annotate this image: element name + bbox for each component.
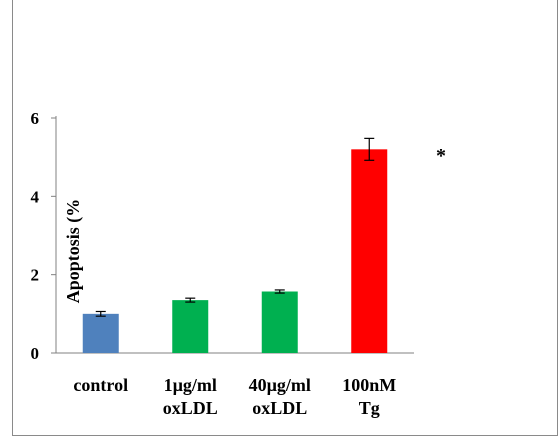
bar — [172, 300, 209, 353]
y-tick-label: 6 — [31, 109, 40, 128]
category-label-line: control — [73, 375, 128, 395]
category-label: 100nM Tg — [342, 375, 396, 418]
category-label: 40µg/ml oxLDL — [249, 375, 311, 418]
bar-series — [82, 149, 388, 353]
bar — [82, 313, 119, 353]
bar — [351, 149, 388, 353]
bar — [261, 291, 298, 353]
category-label-line: 40µg/ml — [249, 375, 311, 395]
category-label: 1µg/ml oxLDL — [163, 375, 218, 418]
significance-marker: * — [436, 145, 446, 167]
y-tick-label: 4 — [31, 187, 40, 206]
y-axis-label: Apoptosis (% — [63, 199, 84, 304]
category-label: control — [73, 375, 128, 395]
category-label-line: oxLDL — [252, 398, 307, 418]
category-label-line: 1µg/ml — [164, 375, 217, 395]
category-label-line: Tg — [359, 398, 380, 418]
y-tick-labels: 0 2 4 6 — [31, 109, 40, 363]
y-tick-label: 2 — [31, 266, 40, 285]
category-label-line: oxLDL — [163, 398, 218, 418]
category-labels: control 1µg/ml oxLDL 40µg/ml oxLDL 100nM Tg — [73, 375, 396, 418]
chart-frame — [12, 0, 558, 436]
error-bars — [95, 137, 375, 317]
y-tick-label: 0 — [31, 344, 40, 363]
category-label-line: 100nM — [342, 375, 396, 395]
